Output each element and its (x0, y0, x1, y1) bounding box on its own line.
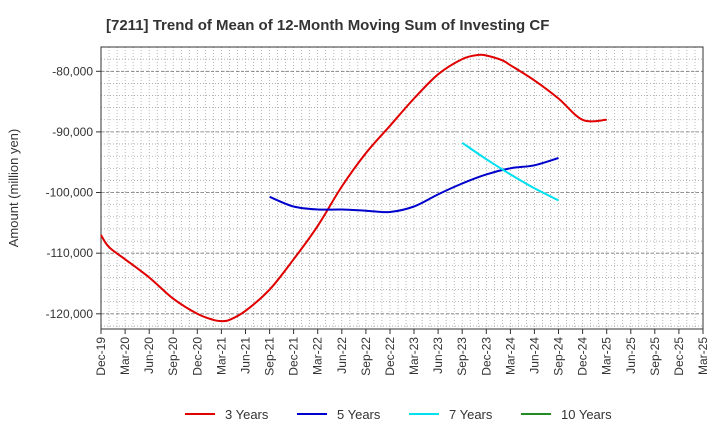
y-tick-label: -80,000 (52, 64, 93, 78)
x-tick-label: Sep-22 (359, 337, 373, 376)
plot-area: -120,000 -110,000 -100,000 -90,000 -80,000 De… (46, 46, 710, 376)
legend-label: 7 Years (449, 407, 493, 422)
series-line-7-years (461, 141, 559, 202)
legend-label: 10 Years (561, 407, 612, 422)
x-tick-label: Sep-20 (166, 337, 180, 376)
x-tick-label: Dec-20 (190, 337, 204, 376)
x-tick-label: Sep-21 (263, 337, 277, 376)
legend-label: 3 Years (225, 407, 269, 422)
x-tick-label: Dec-25 (672, 337, 686, 376)
x-tick-label: Dec-24 (576, 337, 590, 376)
x-tick-label: Jun-23 (431, 337, 445, 374)
x-tick-label: Sep-24 (552, 337, 566, 376)
x-tick-label: Sep-23 (455, 337, 469, 376)
legend-label: 5 Years (337, 407, 381, 422)
x-tick-label: Dec-21 (287, 337, 301, 376)
x-tick-label: Dec-22 (383, 337, 397, 376)
series-line-3-years (100, 53, 607, 323)
x-tick-label: Mar-21 (214, 337, 228, 375)
y-axis-label: Amount (million yen) (6, 129, 21, 248)
y-tick-label: -110,000 (47, 246, 94, 260)
series-line-5-years (269, 157, 559, 214)
x-tick-label: Jun-20 (142, 337, 156, 374)
x-tick-label: Jun-22 (335, 337, 349, 374)
x-tick-label: Sep-25 (648, 337, 662, 376)
x-tick-label: Mar-25 (696, 337, 710, 375)
chart-title: [7211] Trend of Mean of 12-Month Moving … (106, 17, 549, 34)
x-tick-label: Jun-21 (239, 337, 253, 374)
x-tick-label: Mar-24 (503, 337, 517, 375)
x-tick-label: Mar-25 (600, 337, 614, 375)
x-tick-label: Mar-23 (407, 337, 421, 375)
x-tick-label: Dec-23 (479, 337, 493, 376)
y-tick-label: -90,000 (52, 125, 93, 139)
x-tick-label: Mar-22 (311, 337, 325, 375)
x-tick-label: Jun-24 (527, 337, 541, 374)
plot-border (100, 46, 704, 330)
x-tick-label: Dec-19 (94, 337, 108, 376)
y-tick-label: -100,000 (46, 186, 94, 200)
y-tick-label: -120,000 (46, 307, 94, 321)
legend: 3 Years 5 Years 7 Years 10 Years (185, 407, 612, 422)
x-tick-label: Jun-25 (624, 337, 638, 374)
x-tick-label: Mar-20 (118, 337, 132, 375)
